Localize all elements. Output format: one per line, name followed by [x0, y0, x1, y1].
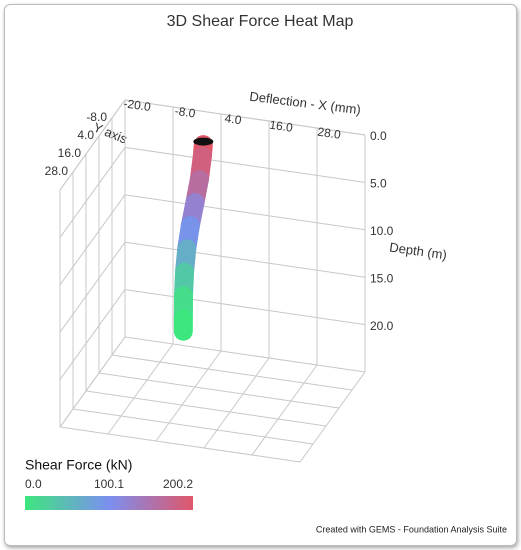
grid-line	[59, 194, 126, 286]
grid-line	[59, 241, 126, 333]
colorbar	[25, 496, 193, 510]
grid-line	[111, 354, 353, 391]
grid-line	[59, 147, 126, 238]
y-tick-label: -8.0	[86, 110, 107, 124]
z-tick-label: 0.0	[370, 129, 387, 143]
grid-line	[251, 364, 318, 456]
x-tick-label: 16.0	[269, 118, 294, 135]
colorbar-tick-label: 100.1	[94, 477, 124, 491]
z-tick-label: 5.0	[370, 177, 387, 191]
grid-line	[107, 343, 174, 435]
x-tick-label: 4.0	[224, 111, 243, 127]
y-tick-label: 4.0	[77, 128, 94, 142]
x-tick-label: -20.0	[123, 96, 152, 114]
z-tick-label: 10.0	[370, 224, 394, 238]
grid-line	[59, 99, 126, 191]
grid-line	[124, 194, 366, 231]
grid-line	[203, 357, 270, 449]
grid-line	[59, 336, 126, 428]
colorbar-title: Shear Force (kN)	[25, 457, 132, 473]
grid-line	[59, 289, 126, 380]
x-axis-title: Deflection - X (mm)	[249, 89, 362, 118]
grid-line	[124, 241, 366, 278]
chart-title: 3D Shear Force Heat Map	[167, 13, 354, 30]
grid-line	[124, 99, 366, 136]
grid-line	[85, 390, 327, 427]
colorbar-tick-label: 0.0	[25, 477, 42, 491]
box-edge	[124, 336, 366, 373]
z-tick-label: 15.0	[370, 271, 394, 285]
y-tick-label: 28.0	[45, 164, 69, 178]
window	[4, 4, 517, 546]
box-edge	[59, 426, 301, 463]
z-axis-title: Depth (m)	[388, 239, 447, 262]
grid-line	[124, 289, 366, 326]
tube-cap	[193, 137, 214, 146]
x-tick-label: -8.0	[174, 104, 197, 121]
grid-line	[72, 408, 314, 445]
y-tick-label: 16.0	[58, 146, 82, 160]
footer: Created with GEMS - Foundation Analysis …	[316, 524, 507, 534]
box-edge	[299, 371, 366, 463]
colorbar-tick-label: 200.2	[163, 477, 193, 491]
grid-line	[98, 372, 340, 409]
x-tick-label: 28.0	[317, 125, 342, 142]
z-tick-label: 20.0	[370, 319, 394, 333]
grid-line	[124, 146, 366, 183]
grid-line	[155, 350, 222, 442]
